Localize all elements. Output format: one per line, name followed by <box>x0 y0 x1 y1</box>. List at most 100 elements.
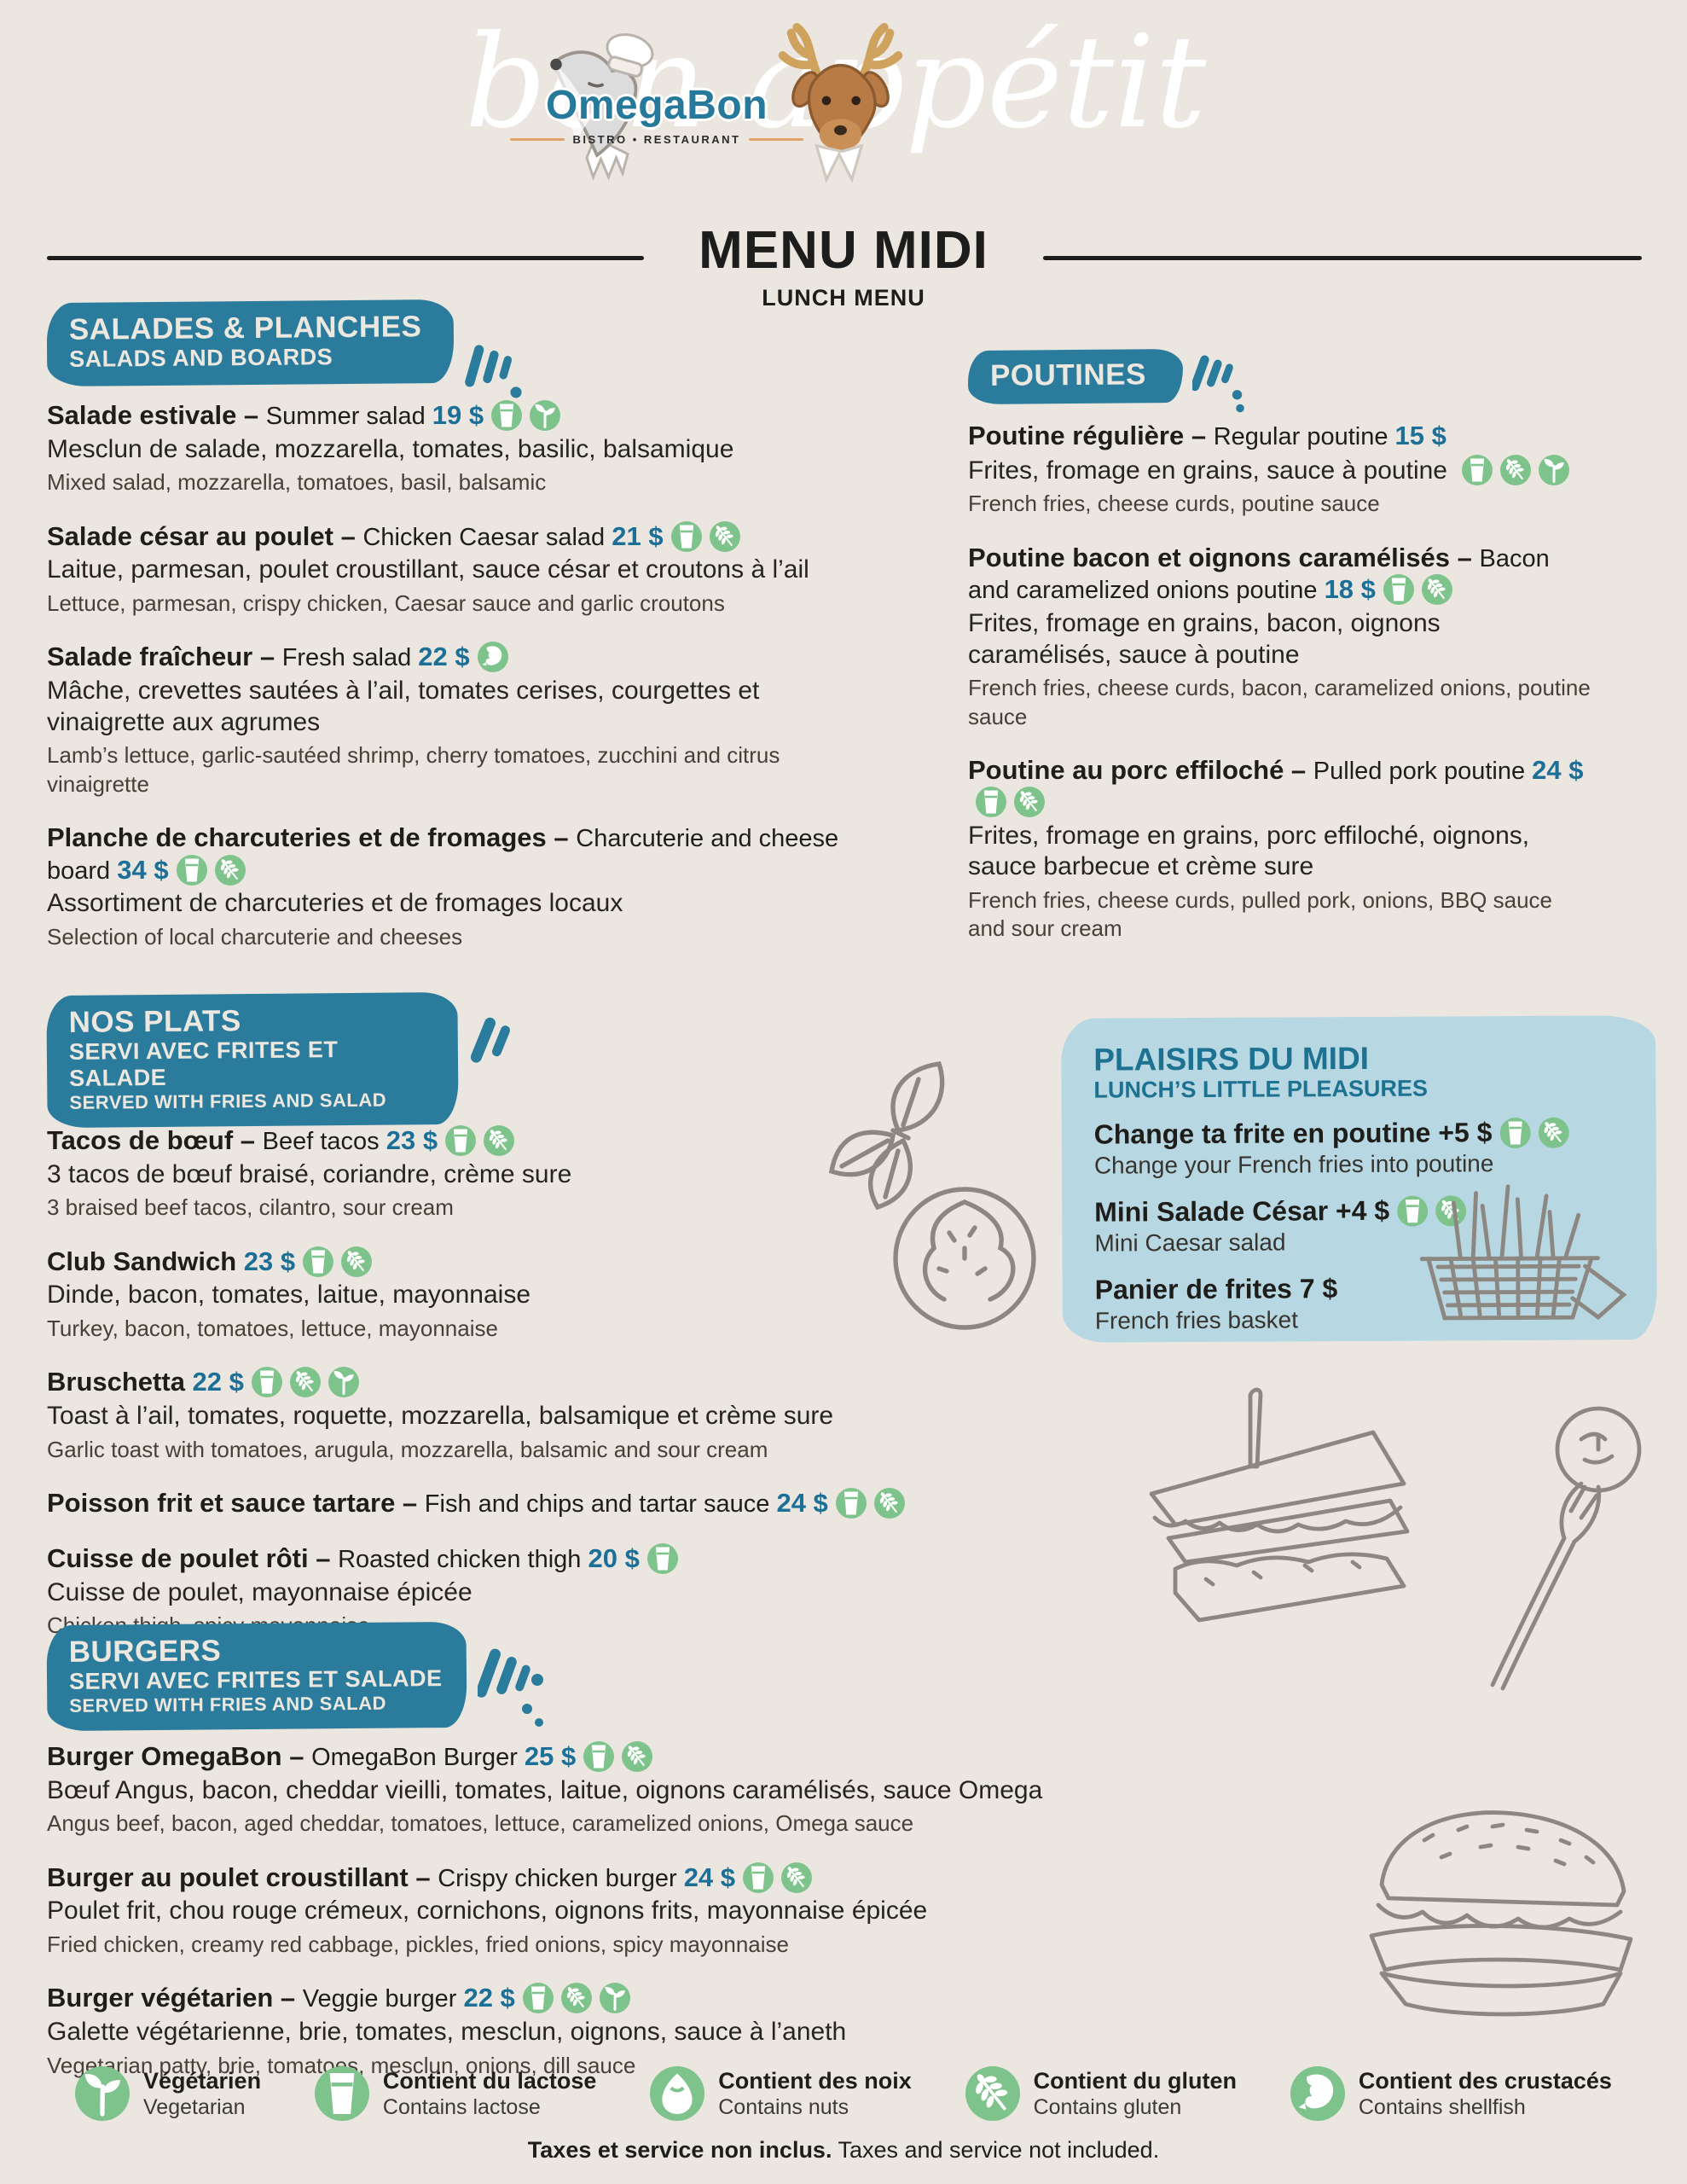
menu-item: Salade césar au poulet – Chicken Caesar … <box>47 520 870 619</box>
gluten-icon <box>873 1487 905 1519</box>
item-name-en: Bacon and caramelized onions poutine <box>968 544 1550 605</box>
menu-item-header: Bruschetta 22 $ <box>47 1366 1156 1398</box>
lactose-icon <box>583 1741 615 1772</box>
item-name-fr: Mini Salade César <box>1094 1194 1336 1228</box>
allergen-icons <box>295 1246 373 1277</box>
shellfish-icon <box>477 642 508 673</box>
legend-labels: Végétarien Vegetarian <box>143 2067 261 2120</box>
item-price: 24 $ <box>776 1487 828 1518</box>
vegetarian-icon <box>75 2066 130 2121</box>
item-description-fr: Laitue, parmesan, poulet croustillant, s… <box>47 555 809 584</box>
menu-item: Salade estivale – Summer salad 19 $ Mescl… <box>47 399 870 497</box>
tagline-right-line <box>749 138 804 141</box>
section-title-en: SALADS AND BOARDS <box>69 343 333 372</box>
page-subtitle: LUNCH MENU <box>762 285 925 311</box>
gluten-icon <box>341 1246 373 1277</box>
item-name-fr: Bruschetta <box>47 1367 193 1397</box>
lactose-icon <box>522 1983 554 2014</box>
item-description-en: Fried chicken, creamy red cabbage, pickl… <box>47 1931 789 1958</box>
gluten-icon <box>1421 574 1452 606</box>
menu-item-header: Burger au poulet croustillant – Crispy c… <box>47 1862 1437 1894</box>
menu-item: Burger OmegaBon – OmegaBon Burger 25 $ Bœ… <box>47 1740 1437 1838</box>
menu-item: Poutine au porc effiloché – Pulled pork … <box>968 754 1591 943</box>
section-title-fr: SALADES & PLANCHES <box>68 310 422 346</box>
section-subtitle-fr: SERVI AVEC FRITES ET SALADE <box>68 1036 339 1091</box>
lactose-icon <box>976 786 1006 817</box>
menu-item-header: Poisson frit et sauce tartare – Fish and… <box>47 1487 1156 1519</box>
item-description-en: Angus beef, bacon, aged cheddar, tomatoe… <box>47 1810 914 1837</box>
menu-item-header: Salade estivale – Summer salad 19 $ <box>47 399 870 432</box>
lactose-icon <box>176 854 207 886</box>
section-header-poutines: POUTINES <box>967 348 1184 404</box>
legend-label-en: Contains nuts <box>718 2095 849 2120</box>
item-name-fr: Salade fraîcheur – <box>47 642 282 672</box>
tax-note-fr: Taxes et service non inclus. <box>527 2137 832 2163</box>
menu-item-header: Poutine régulière – Regular poutine 15 $ <box>968 420 1591 452</box>
legend-item: Contient du gluten Contains gluten <box>965 2066 1237 2121</box>
wolf-chef-logo-illustration <box>536 32 664 181</box>
item-description-fr: Galette végétarienne, brie, tomates, mes… <box>47 2018 847 2047</box>
brush-accent-icon <box>475 1642 554 1736</box>
item-description-fr: Toast à l’ail, tomates, roquette, mozzar… <box>47 1402 834 1431</box>
section-header-plats: NOS PLATS SERVI AVEC FRITES ET SALADE SE… <box>46 991 459 1129</box>
allergen-icons <box>1454 454 1570 485</box>
gluten-icon <box>965 2066 1020 2121</box>
menu-item-header: Change ta frite en poutine +5 $ <box>1094 1116 1623 1150</box>
legend-label-fr: Contient des noix <box>718 2067 912 2094</box>
menu-item: Tacos de bœuf – Beef tacos 23 $3 tacos d… <box>47 1124 1156 1223</box>
title-left-rule <box>47 256 644 260</box>
item-name-en: Summer salad <box>265 403 432 430</box>
menu-item-header: Poutine bacon et oignons caramélisés – B… <box>968 542 1591 607</box>
gluten-icon <box>1538 1117 1569 1148</box>
item-description-fr: Frites, fromage en grains, bacon, oignon… <box>968 609 1441 669</box>
item-price: 24 $ <box>1532 754 1584 785</box>
gluten-icon <box>622 1741 653 1772</box>
section-header-burgers: BURGERS SERVI AVEC FRITES ET SALADE SERV… <box>46 1621 467 1732</box>
menu-item: Salade fraîcheur – Fresh salad 22 $ Mâche… <box>47 641 870 799</box>
item-description-en: Turkey, bacon, tomatoes, lettuce, mayonn… <box>47 1316 498 1342</box>
item-name-fr: Tacos de bœuf – <box>47 1125 263 1155</box>
legend-item: Contient des noix Contains nuts <box>650 2066 912 2121</box>
menu-item-header: Salade césar au poulet – Chicken Caesar … <box>47 520 870 553</box>
brand-tagline: BISTRO • RESTAURANT <box>503 133 810 146</box>
burger-illustration <box>1326 1779 1676 2026</box>
item-name-fr: Salade césar au poulet – <box>47 520 363 551</box>
item-name-en: Chicken Caesar salad <box>362 523 612 551</box>
item-price: 25 $ <box>524 1741 577 1771</box>
item-description-en: French fries, cheese curds, bacon, caram… <box>968 675 1591 729</box>
item-price: 20 $ <box>588 1542 640 1573</box>
item-price: 22 $ <box>418 642 470 672</box>
menu-item-header: Burger végétarien – Veggie burger 22 $ <box>47 1982 1437 2014</box>
nuts-icon <box>650 2066 705 2121</box>
brush-accent-icon <box>469 1011 520 1088</box>
item-description-en: French fries, cheese curds, pulled pork,… <box>968 886 1553 942</box>
menu-item: Poutine bacon et oignons caramélisés – B… <box>968 542 1591 731</box>
item-name-fr: Poutine au porc effiloché – <box>968 754 1313 785</box>
section-title-fr: BURGERS <box>68 1634 222 1669</box>
item-name-fr: Burger OmegaBon – <box>47 1741 312 1771</box>
gluten-icon <box>214 854 246 886</box>
item-price: 19 $ <box>432 400 484 430</box>
gluten-icon <box>1014 786 1045 817</box>
legend-labels: Contient des crustacés Contains shellfish <box>1359 2067 1612 2120</box>
item-price: +5 $ <box>1438 1117 1493 1148</box>
legend-label-fr: Végétarien <box>143 2067 262 2094</box>
item-price: 22 $ <box>192 1367 244 1397</box>
item-name-en: Fresh salad <box>281 644 419 672</box>
gluten-icon <box>560 1983 592 2014</box>
item-name-fr: Club Sandwich <box>47 1246 244 1276</box>
item-name-fr: Burger au poulet croustillant – <box>47 1862 438 1892</box>
allergen-icons <box>484 400 561 431</box>
menu-item-header: Poutine au porc effiloché – Pulled pork … <box>968 754 1591 818</box>
lactose-icon <box>251 1367 282 1398</box>
tax-note: Taxes et service non inclus. Taxes and s… <box>0 2137 1687 2164</box>
page-title: MENU MIDI <box>699 221 988 280</box>
plaisirs-title-fr: PLAISIRS DU MIDI <box>1093 1040 1370 1077</box>
legend-label-en: Vegetarian <box>143 2095 246 2120</box>
menu-item: Burger végétarien – Veggie burger 22 $ Ga… <box>47 1982 1437 2080</box>
menu-item: Bruschetta 22 $ Toast à l’ail, tomates, r… <box>47 1366 1156 1464</box>
lactose-icon <box>1462 454 1493 485</box>
item-description-en: Lettuce, parmesan, crispy chicken, Caesa… <box>47 590 725 617</box>
club-sandwich-fork-illustration <box>1134 1361 1663 1702</box>
menu-item: Poutine régulière – Regular poutine 15 $… <box>968 420 1591 519</box>
